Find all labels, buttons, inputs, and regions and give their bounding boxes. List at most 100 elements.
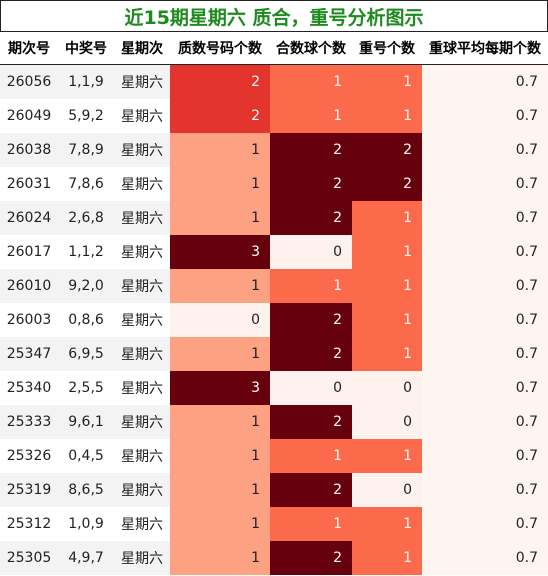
cell-weekday: 星期六 xyxy=(114,405,170,439)
cell-weekday: 星期六 xyxy=(114,235,170,269)
cell-composite-count: 1 xyxy=(270,507,352,541)
cell-repeat-count: 1 xyxy=(352,337,422,371)
cell-weekday: 星期六 xyxy=(114,439,170,473)
table-row: 25319 8,6,5 星期六 1 2 0 0.7 xyxy=(0,473,548,507)
cell-winning-number: 2,5,5 xyxy=(58,371,114,405)
col-header-composite-count: 合数球个数 xyxy=(270,32,352,65)
cell-repeat-count: 1 xyxy=(352,235,422,269)
cell-issue: 25312 xyxy=(0,507,58,541)
cell-composite-count: 2 xyxy=(270,303,352,337)
table-row: 26010 9,2,0 星期六 1 1 1 0.7 xyxy=(0,269,548,303)
cell-repeat-avg: 0.7 xyxy=(422,371,548,405)
cell-composite-count: 2 xyxy=(270,405,352,439)
cell-repeat-avg: 0.7 xyxy=(422,235,548,269)
cell-composite-count: 2 xyxy=(270,201,352,235)
cell-composite-count: 2 xyxy=(270,337,352,371)
chart-title: 近15期星期六 质合，重号分析图示 xyxy=(0,0,548,32)
table-row: 25347 6,9,5 星期六 1 2 1 0.7 xyxy=(0,337,548,371)
cell-prime-count: 1 xyxy=(170,269,270,303)
cell-repeat-avg: 0.7 xyxy=(422,133,548,167)
cell-repeat-count: 0 xyxy=(352,371,422,405)
cell-weekday: 星期六 xyxy=(114,64,170,99)
cell-prime-count: 2 xyxy=(170,99,270,133)
table-row: 25326 0,4,5 星期六 1 1 1 0.7 xyxy=(0,439,548,473)
cell-composite-count: 1 xyxy=(270,64,352,99)
cell-repeat-count: 1 xyxy=(352,507,422,541)
cell-issue: 26038 xyxy=(0,133,58,167)
cell-repeat-count: 0 xyxy=(352,405,422,439)
cell-repeat-avg: 0.7 xyxy=(422,337,548,371)
col-header-repeat-avg: 重球平均每期个数 xyxy=(422,32,548,65)
cell-weekday: 星期六 xyxy=(114,337,170,371)
cell-weekday: 星期六 xyxy=(114,303,170,337)
cell-issue: 25319 xyxy=(0,473,58,507)
cell-repeat-count: 1 xyxy=(352,303,422,337)
col-header-prime-count: 质数号码个数 xyxy=(170,32,270,65)
cell-winning-number: 1,0,9 xyxy=(58,507,114,541)
cell-prime-count: 1 xyxy=(170,473,270,507)
cell-prime-count: 1 xyxy=(170,405,270,439)
cell-winning-number: 8,6,5 xyxy=(58,473,114,507)
cell-repeat-avg: 0.7 xyxy=(422,303,548,337)
table-row: 25340 2,5,5 星期六 3 0 0 0.7 xyxy=(0,371,548,405)
cell-issue: 26003 xyxy=(0,303,58,337)
cell-prime-count: 1 xyxy=(170,507,270,541)
cell-prime-count: 1 xyxy=(170,201,270,235)
cell-repeat-count: 1 xyxy=(352,64,422,99)
cell-repeat-count: 1 xyxy=(352,541,422,575)
table-row: 26056 1,1,9 星期六 2 1 1 0.7 xyxy=(0,64,548,99)
cell-repeat-avg: 0.7 xyxy=(422,507,548,541)
table-row: 26017 1,1,2 星期六 3 0 1 0.7 xyxy=(0,235,548,269)
cell-issue: 26056 xyxy=(0,64,58,99)
cell-prime-count: 3 xyxy=(170,371,270,405)
cell-composite-count: 2 xyxy=(270,473,352,507)
table-row: 26031 7,8,6 星期六 1 2 2 0.7 xyxy=(0,167,548,201)
cell-prime-count: 0 xyxy=(170,303,270,337)
cell-prime-count: 2 xyxy=(170,64,270,99)
cell-repeat-count: 2 xyxy=(352,167,422,201)
cell-repeat-avg: 0.7 xyxy=(422,64,548,99)
cell-repeat-count: 1 xyxy=(352,439,422,473)
cell-repeat-avg: 0.7 xyxy=(422,167,548,201)
cell-weekday: 星期六 xyxy=(114,133,170,167)
cell-issue: 25326 xyxy=(0,439,58,473)
cell-prime-count: 1 xyxy=(170,439,270,473)
cell-prime-count: 1 xyxy=(170,133,270,167)
table-row: 25312 1,0,9 星期六 1 1 1 0.7 xyxy=(0,507,548,541)
cell-winning-number: 7,8,6 xyxy=(58,167,114,201)
cell-composite-count: 1 xyxy=(270,99,352,133)
cell-weekday: 星期六 xyxy=(114,473,170,507)
cell-winning-number: 1,1,2 xyxy=(58,235,114,269)
cell-prime-count: 3 xyxy=(170,235,270,269)
cell-repeat-avg: 0.7 xyxy=(422,473,548,507)
cell-repeat-avg: 0.7 xyxy=(422,201,548,235)
table-row: 26038 7,8,9 星期六 1 2 2 0.7 xyxy=(0,133,548,167)
table-row: 26024 2,6,8 星期六 1 2 1 0.7 xyxy=(0,201,548,235)
cell-winning-number: 1,1,9 xyxy=(58,64,114,99)
cell-repeat-count: 2 xyxy=(352,133,422,167)
cell-issue: 25340 xyxy=(0,371,58,405)
table-body: 26056 1,1,9 星期六 2 1 1 0.7 26049 5,9,2 星期六 2 1 1 0.7 26… xyxy=(0,64,548,575)
cell-issue: 26031 xyxy=(0,167,58,201)
cell-weekday: 星期六 xyxy=(114,507,170,541)
table-row: 25305 4,9,7 星期六 1 2 1 0.7 xyxy=(0,541,548,575)
analysis-table: 期次号 中奖号 星期次 质数号码个数 合数球个数 重号个数 重球平均每期个数 2… xyxy=(0,32,548,575)
cell-winning-number: 0,8,6 xyxy=(58,303,114,337)
cell-winning-number: 9,6,1 xyxy=(58,405,114,439)
cell-issue: 26017 xyxy=(0,235,58,269)
cell-issue: 26024 xyxy=(0,201,58,235)
cell-issue: 26049 xyxy=(0,99,58,133)
cell-weekday: 星期六 xyxy=(114,201,170,235)
cell-winning-number: 2,6,8 xyxy=(58,201,114,235)
cell-issue: 26010 xyxy=(0,269,58,303)
cell-prime-count: 1 xyxy=(170,167,270,201)
col-header-weekday: 星期次 xyxy=(114,32,170,65)
cell-repeat-count: 1 xyxy=(352,269,422,303)
cell-weekday: 星期六 xyxy=(114,167,170,201)
table-row: 26049 5,9,2 星期六 2 1 1 0.7 xyxy=(0,99,548,133)
header-row: 期次号 中奖号 星期次 质数号码个数 合数球个数 重号个数 重球平均每期个数 xyxy=(0,32,548,65)
cell-winning-number: 4,9,7 xyxy=(58,541,114,575)
cell-composite-count: 1 xyxy=(270,269,352,303)
cell-issue: 25333 xyxy=(0,405,58,439)
